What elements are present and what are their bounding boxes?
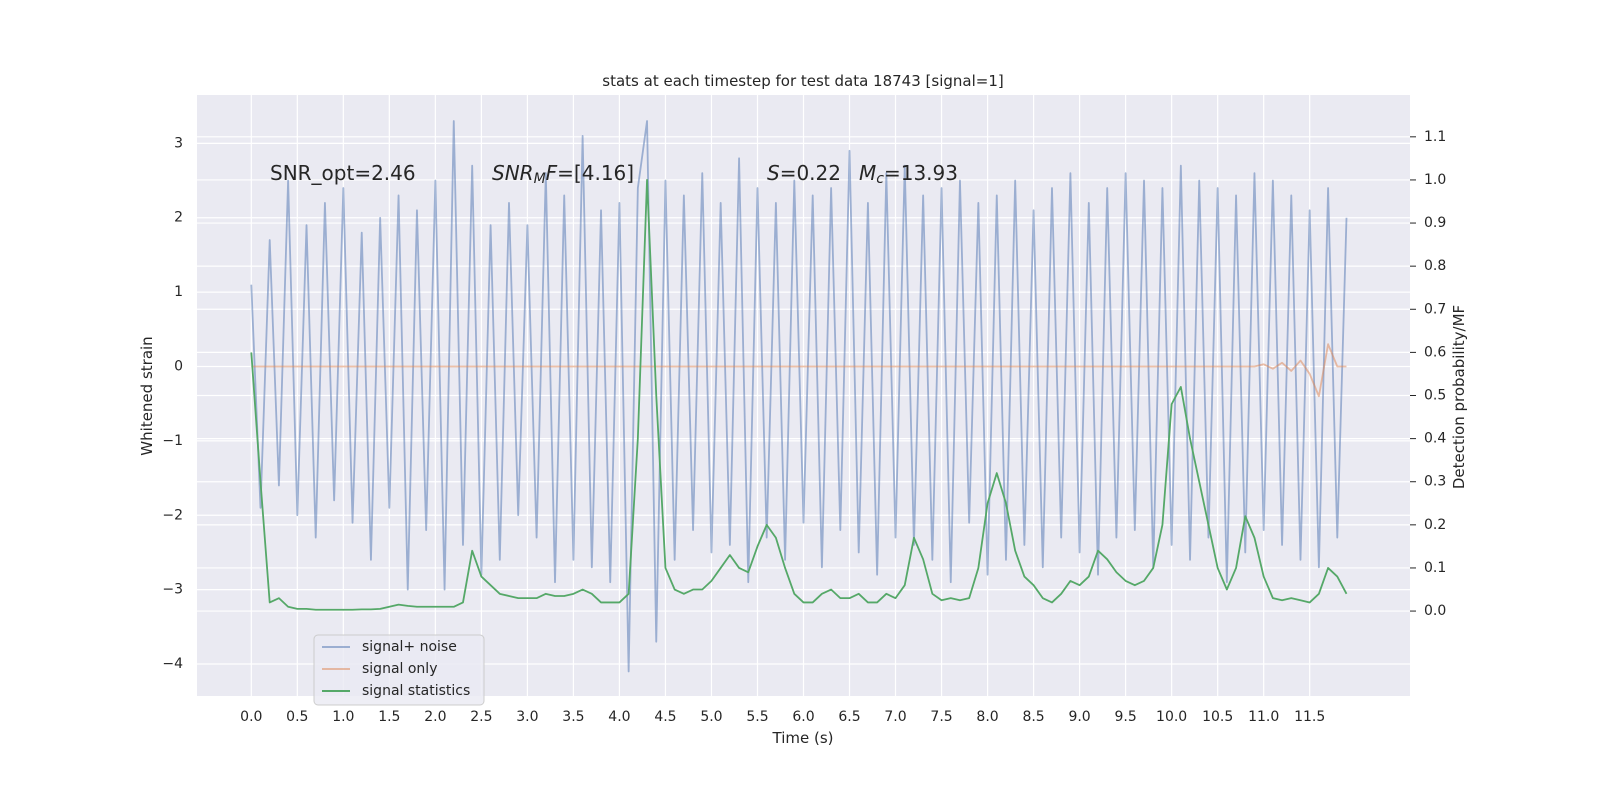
x-tick-label: 1.5 bbox=[378, 709, 400, 725]
annotation: Mc=13.93 bbox=[859, 161, 958, 187]
legend-box bbox=[313, 634, 485, 706]
x-tick-label: 2.0 bbox=[424, 709, 446, 725]
y2-tick-label: 0.9 bbox=[1424, 215, 1446, 231]
annotation-part: SNR bbox=[492, 161, 534, 185]
x-tick-label: 11.5 bbox=[1294, 709, 1325, 725]
y2-tick-label: 0.8 bbox=[1424, 258, 1446, 274]
annotation: SNRMF=[4.16] bbox=[492, 161, 634, 187]
series-line bbox=[250, 179, 1348, 611]
x-tick-label: 9.5 bbox=[1114, 709, 1136, 725]
x-tick-label: 0.0 bbox=[240, 709, 262, 725]
x-tick-label: 1.0 bbox=[332, 709, 354, 725]
annotation-part: M bbox=[534, 171, 546, 187]
y-tick-label: 0 bbox=[174, 358, 183, 374]
y2-tick-label: 1.0 bbox=[1424, 172, 1446, 188]
y2-tick-label: 0.4 bbox=[1424, 431, 1446, 447]
annotation-part: =[4.16] bbox=[557, 161, 634, 185]
x-tick-label: 6.0 bbox=[792, 709, 814, 725]
x-tick-label: 7.0 bbox=[884, 709, 906, 725]
x-tick-label: 7.5 bbox=[930, 709, 952, 725]
x-tick-label: 5.5 bbox=[746, 709, 768, 725]
x-tick-label: 3.5 bbox=[562, 709, 584, 725]
series-line bbox=[250, 120, 1348, 673]
y2-tick-label: 0.3 bbox=[1424, 474, 1446, 490]
series-line bbox=[251, 343, 1347, 398]
x-tick-label: 11.0 bbox=[1248, 709, 1279, 725]
legend-label: signal+ noise bbox=[362, 639, 457, 655]
x-tick-label: 6.5 bbox=[838, 709, 860, 725]
x-tick-label: 2.5 bbox=[470, 709, 492, 725]
annotation-part: =13.93 bbox=[884, 161, 958, 185]
x-tick-label: 4.5 bbox=[654, 709, 676, 725]
x-tick-label: 10.0 bbox=[1156, 709, 1187, 725]
annotation-part: F bbox=[546, 161, 558, 185]
annotation-part: SNR_opt=2.46 bbox=[270, 161, 416, 185]
x-tick-label: 9.0 bbox=[1068, 709, 1090, 725]
x-tick-label: 5.0 bbox=[700, 709, 722, 725]
y-tick-label: 1 bbox=[174, 284, 183, 300]
annotation-part: S bbox=[767, 161, 780, 185]
y2-tick-label: 0.0 bbox=[1424, 603, 1446, 619]
legend-label: signal statistics bbox=[362, 683, 470, 699]
x-tick-label: 8.0 bbox=[976, 709, 998, 725]
x-tick-label: 8.5 bbox=[1022, 709, 1044, 725]
x-tick-label: 0.5 bbox=[286, 709, 308, 725]
y-tick-label: −2 bbox=[162, 507, 183, 523]
annotation: SNR_opt=2.46 bbox=[270, 161, 416, 185]
y2-axis-label: Detection probability/MF bbox=[1450, 305, 1468, 489]
x-tick-label: 10.5 bbox=[1202, 709, 1233, 725]
y-tick-label: 3 bbox=[174, 135, 183, 151]
annotation-part: =0.22 bbox=[780, 161, 841, 185]
annotation: S=0.22 bbox=[767, 161, 841, 185]
y-tick-label: −4 bbox=[162, 656, 183, 672]
y2-tick-label: 0.7 bbox=[1424, 301, 1446, 317]
annotation-part: M bbox=[859, 161, 876, 185]
y-axis-label: Whitened strain bbox=[138, 336, 156, 455]
legend-label: signal only bbox=[362, 661, 437, 677]
chart-title: stats at each timestep for test data 187… bbox=[602, 72, 1003, 90]
x-tick-label: 3.0 bbox=[516, 709, 538, 725]
y2-tick-label: 0.2 bbox=[1424, 517, 1446, 533]
x-axis-label: Time (s) bbox=[772, 729, 834, 747]
annotation-part: c bbox=[876, 171, 884, 187]
y-tick-label: −3 bbox=[162, 582, 183, 598]
y2-tick-label: 0.5 bbox=[1424, 388, 1446, 404]
y-tick-label: 2 bbox=[174, 210, 183, 226]
y2-tick-label: 1.1 bbox=[1424, 129, 1446, 145]
y-tick-label: −1 bbox=[162, 433, 183, 449]
y2-tick-label: 0.1 bbox=[1424, 560, 1446, 576]
y2-tick-label: 0.6 bbox=[1424, 344, 1446, 360]
x-tick-label: 4.0 bbox=[608, 709, 630, 725]
